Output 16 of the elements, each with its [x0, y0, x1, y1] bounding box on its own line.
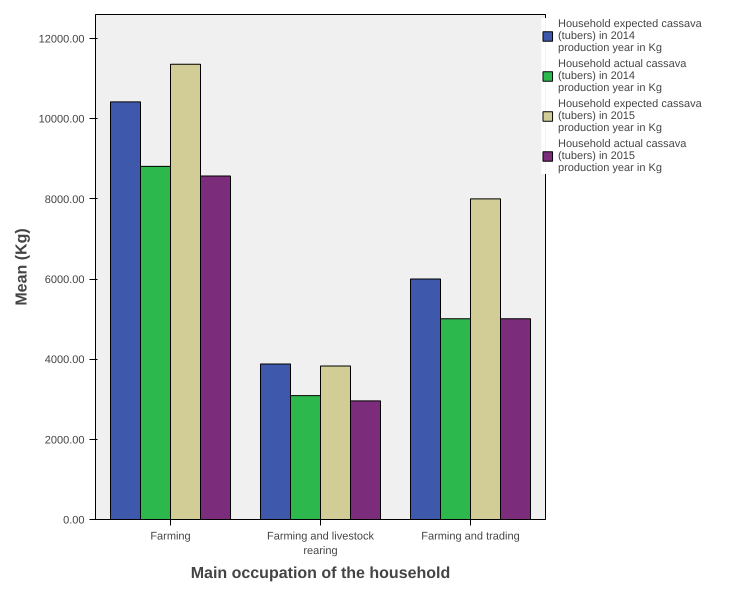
y-tick-label: 2000.00: [44, 434, 85, 446]
y-tick-label: 6000.00: [44, 274, 85, 286]
y-tick-label: 12000.00: [38, 34, 85, 46]
legend-label: Household expected cassava (tubers) in 2014 production year in Kg: [558, 18, 702, 54]
legend-label: Household actual cassava (tubers) in 2014 production year in Kg: [558, 58, 686, 94]
y-tick-label: 4000.00: [44, 354, 85, 366]
y-tick-label: 8000.00: [44, 194, 85, 206]
x-tick-label: Farming: [150, 530, 191, 542]
x-axis-title: Main occupation of the household: [190, 564, 450, 582]
legend-label: Household expected cassava (tubers) in 2015 production year in Kg: [558, 98, 702, 134]
x-tick-label: Farming and trading: [421, 530, 520, 542]
y-tick-label: 10000.00: [38, 114, 85, 126]
legend-label: Household actual cassava (tubers) in 2015 production year in Kg: [558, 138, 686, 174]
x-tick-label: Farming and livestock rearing: [267, 530, 374, 557]
y-axis-title: Mean (Kg): [14, 228, 31, 306]
y-tick-label: 0.00: [63, 514, 85, 526]
